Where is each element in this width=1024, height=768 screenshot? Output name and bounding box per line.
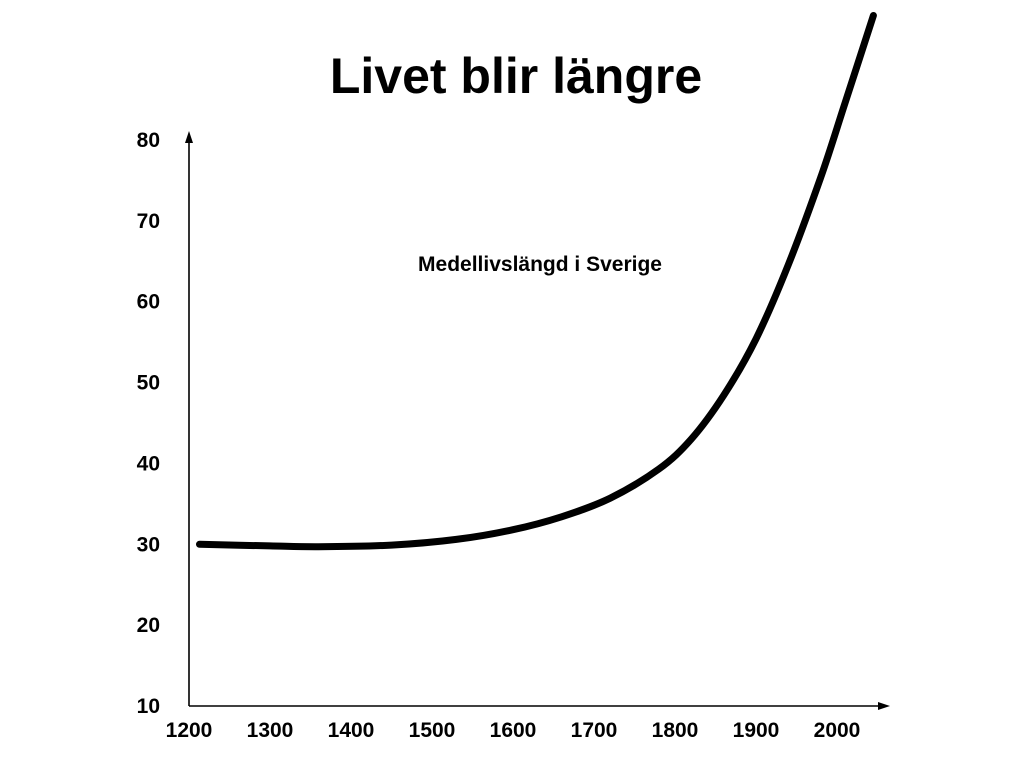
x-tick-label: 1300 — [247, 719, 294, 742]
x-tick-label: 1600 — [490, 719, 537, 742]
y-tick-label: 20 — [137, 614, 160, 637]
y-tick-label: 10 — [137, 695, 160, 718]
x-tick-labels: 1200 1300 1400 1500 1600 1700 1800 1900 2000 — [166, 719, 861, 742]
y-tick-label: 50 — [137, 372, 160, 395]
y-tick-label: 60 — [137, 291, 160, 314]
y-tick-labels: 10 20 30 40 50 60 70 80 — [137, 129, 160, 718]
x-tick-label: 1400 — [328, 719, 375, 742]
chart-title: Livet blir längre — [330, 48, 702, 104]
y-tick-label: 40 — [137, 452, 160, 475]
y-tick-label: 30 — [137, 533, 160, 556]
x-tick-label: 1800 — [652, 719, 699, 742]
series-line — [196, 12, 877, 551]
y-tick-label: 70 — [137, 210, 160, 233]
y-axis-arrow — [185, 131, 193, 143]
y-tick-label: 80 — [137, 129, 160, 152]
chart-annotation: Medellivslängd i Sverige — [418, 253, 662, 276]
x-tick-label: 1900 — [733, 719, 780, 742]
x-tick-label: 1200 — [166, 719, 213, 742]
x-axis-arrow — [878, 702, 890, 710]
x-tick-label: 2000 — [814, 719, 861, 742]
x-tick-label: 1700 — [571, 719, 618, 742]
x-tick-label: 1500 — [409, 719, 456, 742]
